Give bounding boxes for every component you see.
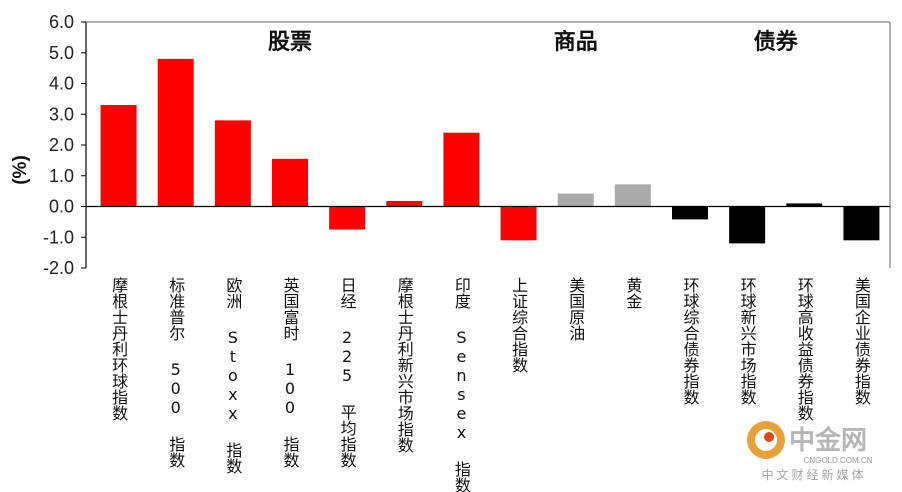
bar [214, 120, 251, 207]
y-axis-label: (%) [10, 155, 31, 185]
x-tick-label: 标准普尔 500 指数 [166, 277, 185, 468]
bar [500, 206, 537, 241]
bars [100, 58, 880, 244]
y-tick-label: 0.0 [49, 197, 74, 217]
watermark-tagline: 中文财经新媒体 [761, 467, 866, 482]
x-tick-label: 摩根士丹利环球指数 [109, 277, 128, 421]
group-label: 债券 [754, 29, 799, 55]
y-tick-label: 6.0 [49, 12, 74, 32]
category-labels: 摩根士丹利环球指数 标准普尔 500 指数 欧洲 Stoxx 指数 英国富时 100 … [109, 277, 871, 492]
watermark-logo-icon [747, 421, 785, 459]
bar [843, 206, 880, 241]
x-tick-label: 环球高收益债券指数 [795, 277, 814, 421]
x-tick-label: 欧洲 Stoxx 指数 [223, 277, 242, 474]
bar [672, 206, 708, 220]
x-tick-label: 印度 Sensex 指数 [452, 277, 471, 492]
bar [157, 58, 194, 207]
x-tick-label: 日经 225 平均指数 [338, 277, 357, 468]
bar [272, 158, 308, 207]
x-tick-label: 美国企业债券指数 [852, 277, 871, 405]
bar [786, 203, 823, 207]
x-tick-label: 美国原油 [566, 277, 585, 341]
group-label: 商品 [554, 29, 598, 55]
x-tick-label: 上证综合指数 [509, 277, 528, 373]
bar [329, 206, 366, 230]
y-tick-label: 2.0 [49, 135, 74, 155]
watermark-domain: CNGOLD.COM.CN [804, 456, 873, 465]
y-tick-label: 5.0 [49, 43, 74, 63]
y-tick-label: -1.0 [43, 227, 74, 247]
y-tick-label: 4.0 [49, 74, 74, 94]
bar [557, 193, 594, 207]
x-tick-label: 摩根士丹利新兴市场指数 [395, 277, 414, 453]
y-tick-label: -2.0 [43, 258, 74, 278]
group-label: 股票 [268, 30, 312, 55]
x-tick-label: 黄金 [623, 277, 642, 309]
bar [100, 105, 137, 207]
bar [386, 200, 423, 207]
x-tick-label: 环球新兴市场指数 [738, 277, 757, 405]
y-tick-labels: 6.0 5.0 4.0 3.0 2.0 1.0 0.0 -1.0 -2.0 [43, 12, 86, 278]
bar [443, 132, 480, 207]
group-labels: 股票 商品 债券 [268, 29, 799, 55]
watermark: 中金网 CNGOLD.COM.CN 中文财经新媒体 [747, 421, 873, 482]
bar [614, 184, 651, 207]
x-tick-label: 英国富时 100 指数 [281, 277, 300, 468]
bar [729, 206, 766, 244]
x-tick-label: 环球综合债券指数 [681, 277, 700, 405]
y-tick-label: 3.0 [49, 104, 74, 124]
y-tick-label: 1.0 [49, 166, 74, 186]
watermark-name: 中金网 [789, 425, 867, 456]
